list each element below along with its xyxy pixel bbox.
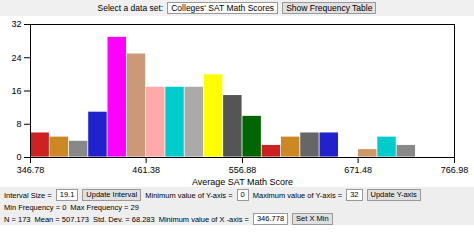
svg-text:461.38: 461.38 <box>132 165 160 175</box>
html-text:32: 32 <box>350 190 359 199</box>
html-text:Update Interval: Update Interval <box>86 190 138 199</box>
html-text:Interval Size =: Interval Size = <box>4 190 52 200</box>
html-text:Show Frequency Table: Show Frequency Table <box>286 3 373 13</box>
svg-text:671.48: 671.48 <box>344 165 372 175</box>
svg-text:346.78: 346.78 <box>17 165 45 175</box>
html-text:346.778: 346.778 <box>256 214 285 223</box>
html-text:19.1: 19.1 <box>59 190 75 199</box>
svg-text:0: 0 <box>16 152 21 162</box>
html-text:Minimum value of Y-axis =: Minimum value of Y-axis = <box>145 190 233 200</box>
html-text:Set X Min: Set X Min <box>296 214 329 223</box>
svg-text:8: 8 <box>16 119 21 129</box>
svg-text:766.98: 766.98 <box>441 165 469 175</box>
svg-text:24: 24 <box>11 53 21 63</box>
svg-text:Average SAT Math Score: Average SAT Math Score <box>192 177 293 187</box>
html-text:N = 173 Mean = 507.173 Std. De: N = 173 Mean = 507.173 Std. Dev. = 68.28… <box>4 214 249 224</box>
svg-text:556.88: 556.88 <box>229 165 257 175</box>
svg-text:32: 32 <box>11 19 21 29</box>
html-text:Select a data set:: Select a data set: <box>97 3 164 13</box>
html-text:Colleges' SAT Math Scores: Colleges' SAT Math Scores <box>171 3 275 13</box>
html-text:Update Y-axis: Update Y-axis <box>370 190 417 199</box>
html-text:Maximum value of Y-axis =: Maximum value of Y-axis = <box>252 190 343 200</box>
html-text:0: 0 <box>240 190 245 199</box>
svg-text:16: 16 <box>11 86 21 96</box>
html-text:Min Frequency = 0 Max Frequenc: Min Frequency = 0 Max Frequency = 29 <box>4 202 139 212</box>
